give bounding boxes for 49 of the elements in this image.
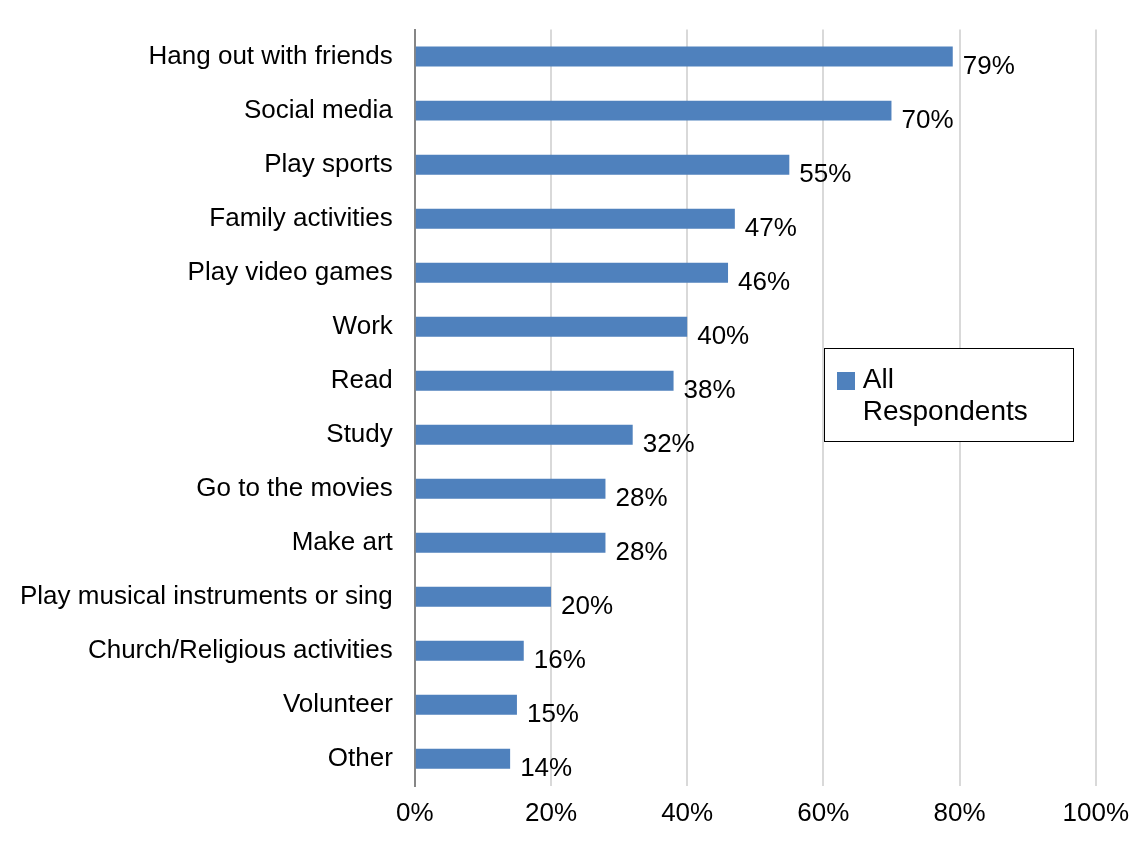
- x-tick-label: 80%: [933, 796, 986, 827]
- y-tick-label: Work: [332, 309, 394, 340]
- y-tick-label: Study: [326, 417, 393, 448]
- data-label: 79%: [962, 49, 1015, 80]
- y-tick-label: Make art: [291, 525, 394, 556]
- data-label: 15%: [526, 697, 579, 728]
- bar: [415, 208, 735, 229]
- bar: [415, 694, 517, 715]
- data-label: 16%: [533, 643, 586, 674]
- bar: [415, 370, 674, 391]
- x-tick-label: 60%: [797, 796, 850, 827]
- data-label: 47%: [744, 211, 797, 242]
- data-label: 46%: [738, 265, 791, 296]
- bar: [415, 586, 551, 607]
- bar: [415, 154, 790, 175]
- x-tick-label: 0%: [396, 796, 434, 827]
- data-label: 14%: [520, 751, 573, 782]
- y-tick-label: Play musical instruments or sing: [19, 579, 393, 610]
- bar: [415, 316, 688, 337]
- bar: [415, 640, 524, 661]
- y-tick-label: Family activities: [209, 201, 393, 232]
- data-label: 38%: [683, 373, 736, 404]
- y-tick-label: Social media: [243, 93, 394, 124]
- data-label: 55%: [799, 157, 852, 188]
- bar: [415, 532, 606, 553]
- y-tick-label: Play sports: [264, 147, 393, 178]
- bar: [415, 100, 892, 121]
- y-tick-label: Read: [330, 363, 393, 394]
- bar: [415, 46, 953, 67]
- y-tick-label: Church/Religious activities: [87, 633, 393, 664]
- x-tick-label: 40%: [661, 796, 714, 827]
- legend-label: All Respondents: [862, 362, 1029, 427]
- data-label: 28%: [615, 481, 668, 512]
- x-tick-label: 20%: [524, 796, 578, 827]
- y-tick-label: Go to the movies: [196, 471, 393, 502]
- data-label: 20%: [560, 589, 614, 620]
- bar: [415, 478, 606, 499]
- y-tick-label: Other: [327, 741, 394, 772]
- x-tick-label: 100%: [1062, 796, 1129, 827]
- y-tick-label: Play video games: [187, 255, 393, 286]
- data-label: 28%: [615, 535, 668, 566]
- data-label: 32%: [642, 427, 695, 458]
- bar: [415, 262, 729, 283]
- y-tick-label: Volunteer: [282, 687, 394, 718]
- data-label: 40%: [697, 319, 750, 350]
- data-label: 70%: [901, 103, 954, 134]
- bar: [415, 424, 633, 445]
- y-tick-label: Hang out with friends: [148, 39, 393, 70]
- bar: [415, 748, 511, 769]
